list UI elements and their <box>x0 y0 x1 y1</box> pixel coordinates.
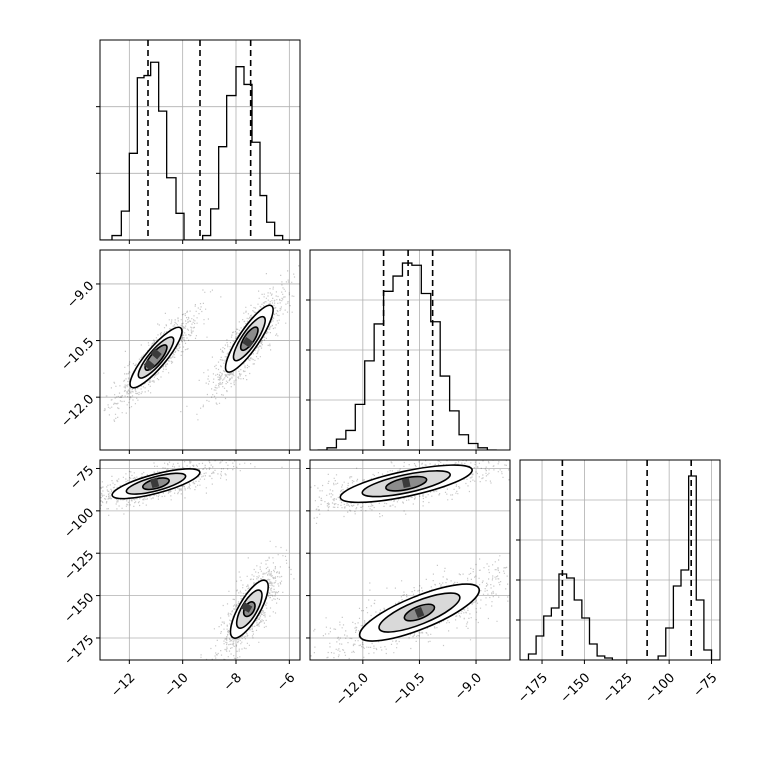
scatter-p2-p3-panel <box>306 459 511 664</box>
hist-p2-panel <box>306 249 511 454</box>
hist-p3-frame <box>519 459 721 661</box>
xlabel-p2-0: −12.0 <box>333 670 372 709</box>
ylabel-p3-1: −150 <box>61 590 97 626</box>
scatter-p1-p3-cluster-1-core-0 <box>241 602 253 613</box>
xlabel-p2-1: −10.5 <box>390 670 429 709</box>
ylabel-p2-2: −9.0 <box>64 279 97 312</box>
scatter-p1-p3-points <box>100 460 295 660</box>
hist-p3-histogram <box>520 475 720 660</box>
scatter-p2-p3-cluster-1-core-0 <box>414 607 425 619</box>
xlabel-p2-2: −9.0 <box>452 670 485 703</box>
scatter-p1-p2-points <box>103 265 300 422</box>
ylabel-p3-3: −100 <box>61 506 97 542</box>
ylabel-p2-1: −10.5 <box>59 335 98 374</box>
scatter-p1-p2-frame <box>99 249 301 451</box>
xlabel-p3-4: −75 <box>691 670 721 700</box>
scatter-p1-p3-frame <box>99 459 301 661</box>
scatter-p1-p2-cluster-0-core-1 <box>150 348 162 360</box>
hist-p2-frame <box>309 249 511 451</box>
scatter-p1-p2-cluster-1-core-0 <box>242 337 254 348</box>
xlabel-p1-1: −10 <box>162 670 192 700</box>
xlabel-p1-0: −12 <box>108 670 138 700</box>
xlabel-p3-0: −175 <box>515 670 551 706</box>
scatter-p2-p3-points <box>310 460 510 660</box>
xlabel-p1-2: −8 <box>221 670 245 694</box>
hist-p1-frame <box>99 39 301 241</box>
xlabel-p3-2: −125 <box>600 670 636 706</box>
scatter-p1-p3-cluster-0-core-0 <box>150 477 160 489</box>
scatter-p1-p2-panel <box>96 249 301 454</box>
ylabel-p3-2: −125 <box>61 548 97 584</box>
xlabel-p1-3: −6 <box>274 670 298 694</box>
ylabel-p2-0: −12.0 <box>59 392 98 431</box>
scatter-p2-p3-frame <box>309 459 511 661</box>
scatter-p1-p3-panel <box>96 459 301 664</box>
scatter-p2-p3-cluster-0-core-0 <box>401 477 411 489</box>
hist-p1-histogram <box>100 61 300 240</box>
ylabel-p3-0: −175 <box>61 633 97 669</box>
hist-p2-histogram <box>317 262 497 450</box>
hist-p3-panel <box>516 459 721 664</box>
xlabel-p3-1: −150 <box>558 670 594 706</box>
xlabel-p3-3: −100 <box>642 670 678 706</box>
ylabel-p3-4: −75 <box>67 463 97 493</box>
hist-p1-panel <box>96 39 301 244</box>
scatter-p1-p2-cluster-0-core-0 <box>143 359 156 371</box>
